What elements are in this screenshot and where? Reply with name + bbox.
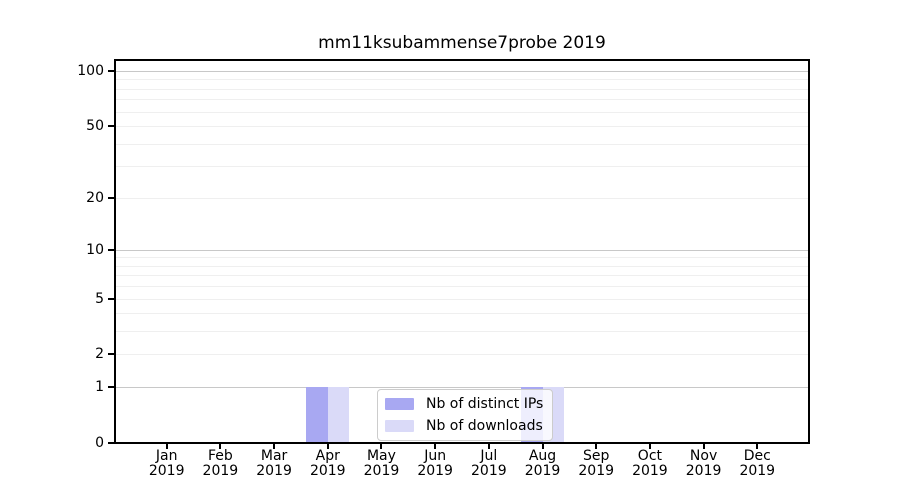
gridline-minor: [114, 275, 810, 277]
x-tick-mark: [380, 444, 383, 449]
plot-area: 0 1 2 5 10 20 50 100 Jan 2019 Feb 2019 Mar 2019 Apr 201…: [77, 59, 810, 479]
gridline-minor: [114, 286, 810, 288]
y-tick-label: 20: [86, 189, 104, 206]
x-tick-label: Jun 2019: [417, 448, 453, 479]
x-tick-mark: [219, 444, 222, 449]
gridline-minor: [114, 313, 810, 315]
x-tick-mark: [595, 444, 598, 449]
legend-swatch-downloads: [385, 420, 414, 432]
y-tick-mark: [108, 386, 114, 389]
x-tick-label: May 2019: [363, 448, 400, 479]
spine-bottom: [114, 442, 810, 444]
x-tick-mark: [702, 444, 705, 449]
x-tick-mark: [756, 444, 759, 449]
gridline-minor: [114, 143, 810, 145]
legend-item-distinct-ips: Nb of distinct IPs: [385, 395, 543, 413]
gridline-minor: [114, 126, 810, 128]
y-tick-label: 1: [95, 379, 104, 396]
gridline-minor: [114, 331, 810, 333]
x-tick-mark: [648, 444, 651, 449]
x-tick-mark: [487, 444, 490, 449]
x-tick-mark: [273, 444, 276, 449]
gridline-minor: [114, 265, 810, 267]
gridline-major: [114, 387, 810, 389]
y-tick-mark: [108, 196, 114, 199]
x-tick-label: Nov 2019: [685, 448, 722, 479]
x-tick-label: Jan 2019: [148, 448, 185, 479]
y-tick-label: 10: [86, 241, 104, 258]
y-tick-mark: [108, 70, 114, 72]
gridline-minor: [114, 197, 810, 199]
spine-right: [808, 59, 810, 444]
gridline-minor: [114, 298, 810, 300]
gridline-minor: [114, 99, 810, 101]
x-tick-label: Apr 2019: [309, 448, 346, 479]
y-tick-label: 0: [95, 435, 104, 451]
legend-label-distinct-ips: Nb of distinct IPs: [426, 396, 544, 412]
bar-downloads-apr: [327, 387, 350, 442]
gridline-minor: [114, 79, 810, 81]
gridline-minor: [114, 257, 810, 259]
x-tick-label: Feb 2019: [202, 448, 239, 479]
x-tick-label: Dec 2019: [739, 448, 776, 479]
y-tick-label: 50: [86, 118, 104, 135]
chart-title: mm11ksubammense7probe 2019: [318, 33, 606, 53]
spine-top: [114, 59, 810, 61]
gridline-minor: [114, 111, 810, 113]
x-tick-mark: [541, 444, 544, 449]
gridline-major: [114, 71, 810, 72]
y-tick-mark: [108, 353, 114, 356]
gridline-minor: [114, 88, 810, 90]
x-tick-mark: [326, 444, 329, 449]
y-tick-mark: [108, 297, 114, 300]
x-tick-mark: [434, 444, 437, 449]
spine-left: [114, 59, 116, 444]
y-tick-label: 5: [95, 290, 104, 307]
y-tick-label: 2: [95, 346, 104, 363]
gridline-major: [114, 249, 810, 251]
gridline-minor: [114, 354, 810, 356]
y-tick-mark: [108, 125, 114, 128]
y-tick-label: 100: [77, 63, 104, 79]
y-tick-mark: [108, 248, 114, 251]
legend: Nb of distinct IPs Nb of downloads: [377, 389, 554, 441]
y-tick-mark: [108, 442, 114, 444]
x-tick-label: Oct 2019: [632, 448, 668, 479]
legend-label-downloads: Nb of downloads: [426, 418, 543, 434]
gridline-minor: [114, 166, 810, 168]
x-tick-label: Jul 2019: [471, 448, 507, 479]
legend-item-downloads: Nb of downloads: [385, 417, 543, 435]
legend-swatch-distinct-ips: [385, 398, 414, 410]
bar-distinct-ips-apr: [306, 387, 328, 442]
x-tick-mark: [165, 444, 168, 449]
x-tick-label: Sep 2019: [578, 448, 615, 479]
x-tick-label: Aug 2019: [524, 448, 561, 479]
x-tick-label: Mar 2019: [256, 448, 292, 479]
